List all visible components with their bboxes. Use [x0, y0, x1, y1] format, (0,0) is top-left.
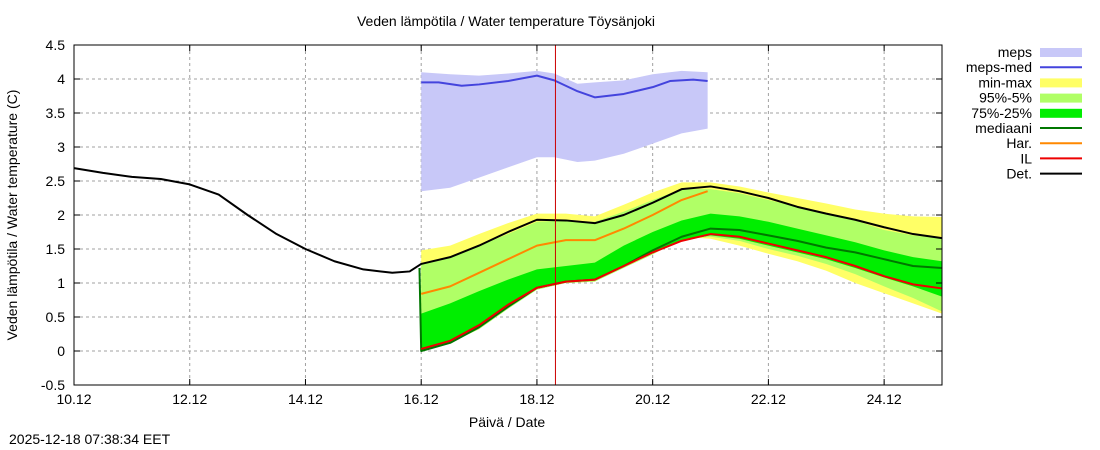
y-tick-label: 3.5 [46, 105, 66, 121]
y-tick-label: 4 [57, 71, 65, 87]
legend-label-minmax: min-max [978, 74, 1032, 90]
legend-label-p95_5: 95%-5% [979, 90, 1032, 106]
legend-label-det: Det. [1006, 166, 1032, 182]
legend-swatch-p75_25 [1040, 108, 1082, 118]
y-tick-label: 2 [57, 207, 65, 223]
band-p75_25 [421, 213, 942, 351]
x-tick-label: 20.12 [635, 391, 670, 407]
x-tick-label: 16.12 [404, 391, 439, 407]
series-line-meps_med [421, 74, 708, 99]
legend-label-meps: meps [998, 44, 1032, 60]
band-meps [421, 70, 708, 192]
legend-label-meps_med: meps-med [966, 59, 1032, 75]
y-tick-label: 3 [57, 139, 65, 155]
x-tick-label: 14.12 [288, 391, 323, 407]
legend-label-har: Har. [1006, 135, 1032, 151]
y-tick-label: 4.5 [46, 37, 66, 53]
series-line-har [420, 190, 708, 295]
legend-swatch-meps [1040, 48, 1082, 57]
series-line-det [73, 167, 943, 274]
x-tick-label: 10.12 [56, 391, 91, 407]
legend: mepsmeps-medmin-max95%-5%75%-25%mediaani… [966, 44, 1082, 182]
legend-label-p75_25: 75%-25% [971, 105, 1032, 121]
x-tick-label: 18.12 [519, 391, 554, 407]
x-tick-label: 24.12 [867, 391, 902, 407]
timestamp: 2025-12-18 07:38:34 EET [9, 431, 171, 447]
series-lines [73, 74, 943, 352]
y-tick-label: 0 [57, 343, 65, 359]
series-line-il [420, 233, 943, 350]
y-tick-label: 0.5 [46, 309, 66, 325]
x-tick-label: 12.12 [172, 391, 207, 407]
chart-title: Veden lämpötila / Water temperature Töys… [357, 13, 655, 29]
y-axis-label: Veden lämpötila / Water temperature (C) [4, 90, 20, 341]
y-tick-label: -0.5 [41, 377, 65, 393]
y-tick-label: 1.5 [46, 241, 66, 257]
legend-swatch-minmax [1040, 78, 1082, 88]
x-axis-label: Päivä / Date [469, 414, 545, 430]
legend-label-il: IL [1020, 150, 1032, 166]
x-tick-label: 22.12 [751, 391, 786, 407]
legend-label-median: mediaani [975, 120, 1032, 136]
series-line-median [418, 227, 943, 352]
bands [421, 70, 942, 351]
legend-swatch-p95_5 [1040, 93, 1082, 103]
y-tick-label: 2.5 [46, 173, 66, 189]
y-tick-label: 1 [57, 275, 65, 291]
axis-ticks: -0.5 0 0.5 1 1.5 2 2.5 3 3.5 4 4.5 10.12 12.12 14.12 1… [41, 37, 942, 407]
band-p95_5 [421, 189, 942, 351]
